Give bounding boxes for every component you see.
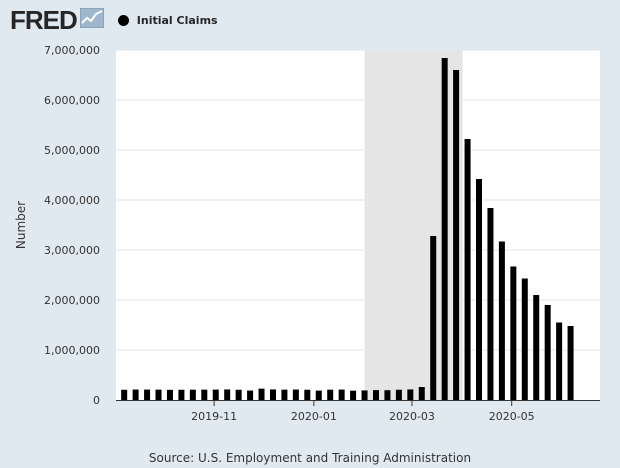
bar <box>487 208 494 400</box>
bar <box>338 389 345 400</box>
bar <box>224 389 231 400</box>
bar <box>327 389 334 400</box>
bar <box>121 389 128 400</box>
y-tick-label: 1,000,000 <box>44 344 100 357</box>
chart-header: FRED Initial Claims <box>10 6 218 34</box>
bar <box>430 236 437 400</box>
legend-label: Initial Claims <box>136 13 218 27</box>
chart-svg: 0 1,000,000 2,000,000 3,000,000 4,000,000 5,0… <box>14 44 600 423</box>
circle-marker-icon <box>117 14 129 26</box>
bar <box>189 389 196 400</box>
bar <box>464 139 471 400</box>
bar <box>144 389 151 400</box>
bar <box>453 70 460 400</box>
bar <box>544 305 551 400</box>
y-axis-title: Number <box>14 201 28 249</box>
y-tick-label: 7,000,000 <box>44 44 100 57</box>
bar <box>132 389 139 400</box>
x-tick-label: 2020-01 <box>291 410 337 423</box>
bar <box>510 266 517 400</box>
y-tick-label: 0 <box>93 394 100 407</box>
bar <box>533 295 540 400</box>
bar <box>418 387 425 400</box>
bar <box>235 389 242 400</box>
y-tick-label: 3,000,000 <box>44 244 100 257</box>
fred-logo[interactable]: FRED <box>10 5 78 35</box>
bar <box>521 278 528 400</box>
bar <box>166 389 173 400</box>
bar <box>155 389 162 400</box>
bar <box>292 389 299 400</box>
bar <box>372 390 379 400</box>
bar <box>269 389 276 400</box>
plot-area <box>116 50 600 400</box>
x-tick-label: 2020-03 <box>389 410 435 423</box>
bar <box>281 389 288 400</box>
y-tick-label: 4,000,000 <box>44 194 100 207</box>
bar <box>567 326 574 400</box>
bar <box>258 388 265 400</box>
bar <box>384 390 391 400</box>
x-tick-label: 2020-05 <box>489 410 535 423</box>
bar <box>476 179 482 400</box>
bar <box>441 58 448 400</box>
bar <box>315 390 322 400</box>
bar <box>556 322 563 400</box>
y-tick-label: 5,000,000 <box>44 144 100 157</box>
legend[interactable]: Initial Claims <box>117 13 218 27</box>
bar <box>212 389 219 400</box>
line-chart-icon <box>79 8 104 32</box>
y-tick-label: 2,000,000 <box>44 294 100 307</box>
bar <box>395 389 402 400</box>
y-tick-label: 6,000,000 <box>44 94 100 107</box>
bar <box>178 389 185 400</box>
bar <box>201 389 208 400</box>
bar <box>247 390 254 400</box>
bar <box>361 390 368 400</box>
source-note: Source: U.S. Employment and Training Adm… <box>148 451 472 465</box>
bar <box>498 241 505 400</box>
x-tick-label: 2019-11 <box>191 410 237 423</box>
recession-shading <box>364 50 463 400</box>
bar <box>304 389 311 400</box>
bar <box>350 390 357 400</box>
bar <box>407 389 414 400</box>
